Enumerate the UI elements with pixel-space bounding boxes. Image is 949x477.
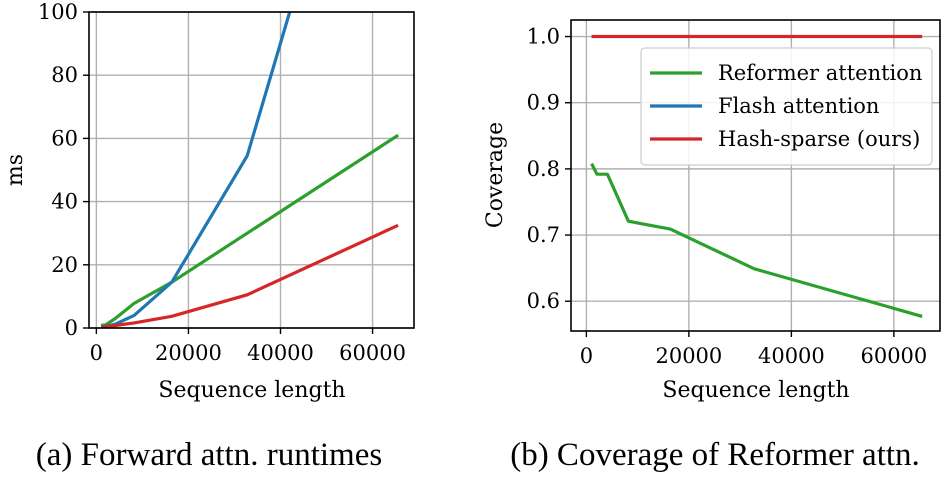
panel-b-coverage-chart: 0 20000 40000 60000 0.6 0.7 0.8 0.9 1.0 Sequence…	[483, 19, 941, 473]
y-tick-label: 0.9	[527, 91, 560, 115]
y-tick-label: 1.0	[527, 25, 560, 49]
y-tick-label: 80	[51, 63, 78, 87]
panel-b-ticks: 0 20000 40000 60000 0.6 0.7 0.8 0.9 1.0	[527, 25, 928, 368]
panel-b-series	[590, 34, 923, 318]
panel-a-series	[100, 12, 399, 328]
series-line-series-2	[100, 223, 399, 328]
legend-box	[640, 47, 933, 166]
panel-b-x-axis-label: Sequence length	[662, 378, 849, 403]
y-tick-label: 40	[51, 190, 78, 214]
y-tick-label: 0.6	[527, 289, 560, 313]
series-line-series-1	[100, 12, 292, 328]
panel-a-x-axis-label: Sequence length	[158, 378, 345, 403]
legend-label: Reformer attention	[718, 61, 922, 85]
x-tick-label: 40000	[758, 344, 825, 368]
panel-a-frame	[88, 11, 415, 329]
x-tick-label: 20000	[655, 344, 722, 368]
legend-label: Hash-sparse (ours)	[718, 127, 920, 151]
panel-b-frame	[570, 19, 941, 332]
y-tick-label: 60	[51, 126, 78, 150]
x-tick-label: 40000	[247, 341, 314, 365]
y-tick-label: 100	[38, 0, 78, 24]
legend-label: Flash attention	[718, 94, 879, 118]
panel-b-y-axis-label: Coverage	[483, 122, 508, 228]
y-tick-label: 0	[65, 316, 78, 340]
y-tick-label: 0.7	[527, 223, 560, 247]
x-tick-label: 0	[580, 344, 593, 368]
panel-a-ticks: 0 20000 40000 60000 0 20 40 60 80 100	[38, 0, 406, 365]
panel-a-caption: (a) Forward attn. runtimes	[36, 437, 382, 473]
series-line-reformer-attention	[590, 162, 923, 318]
panel-a-y-axis-label: ms	[3, 154, 28, 186]
y-tick-label: 0.8	[527, 157, 560, 181]
series-line-series-0	[100, 133, 399, 328]
panel-a-grid	[89, 11, 414, 329]
x-tick-label: 60000	[860, 344, 927, 368]
x-tick-label: 60000	[339, 341, 406, 365]
y-tick-label: 20	[51, 253, 78, 277]
panel-a-runtime-chart: 0 20000 40000 60000 0 20 40 60 80 100 Sequence le…	[3, 0, 415, 473]
x-tick-label: 0	[90, 341, 103, 365]
panel-b-legend: Reformer attention Flash attention Hash-sp…	[640, 47, 933, 166]
panel-b-caption: (b) Coverage of Reformer attn.	[510, 437, 920, 473]
x-tick-label: 20000	[155, 341, 222, 365]
